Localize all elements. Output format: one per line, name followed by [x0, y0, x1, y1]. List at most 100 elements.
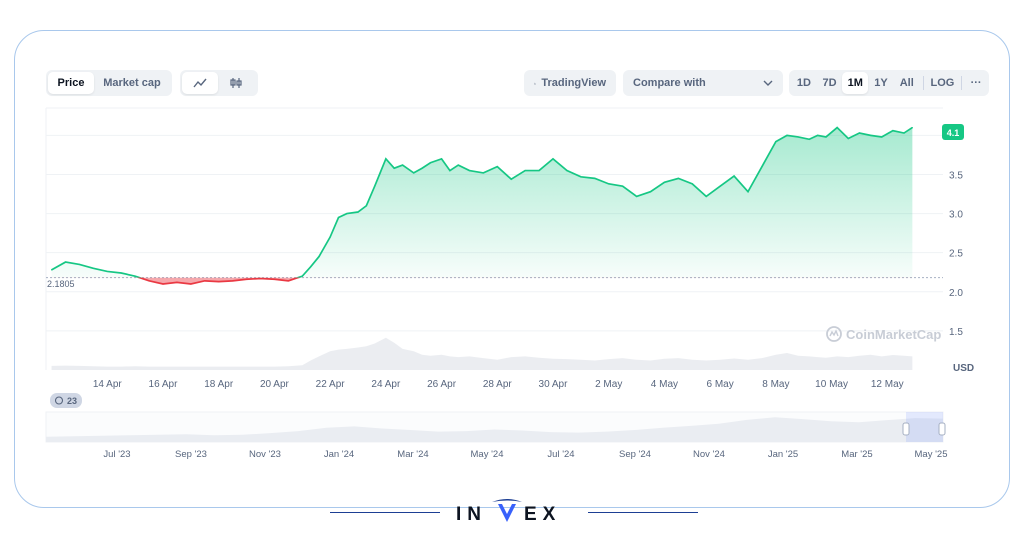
brand-divider-right	[588, 512, 698, 513]
price-point	[449, 169, 451, 172]
tradingview-label: TradingView	[541, 77, 606, 89]
price-point	[649, 191, 652, 193]
navigator-tick-label: Jul '23	[103, 449, 130, 460]
price-point	[176, 281, 178, 284]
range-7d[interactable]: 7D	[822, 77, 837, 89]
price-point	[318, 255, 320, 258]
range-1y[interactable]: 1Y	[874, 77, 888, 89]
y-tick-label: 3.5	[949, 170, 963, 181]
navigator-tick-label: May '24	[471, 449, 504, 460]
y-tick-label: 2.5	[949, 249, 963, 260]
price-point	[775, 141, 777, 143]
price-point	[881, 136, 883, 138]
range-1d[interactable]: 1D	[796, 77, 811, 89]
price-point	[429, 162, 432, 164]
price-point	[580, 176, 582, 178]
price-point	[677, 177, 679, 179]
candlestick-icon[interactable]	[218, 72, 254, 94]
price-point	[413, 172, 415, 174]
navigator: Jul '23 Sep '23 Nov '23 Jan '24 Mar '24 May '…	[45, 411, 947, 460]
navigator-tick-label: Jan '25	[768, 449, 798, 460]
baseline-value-label: 2.1805	[47, 279, 75, 289]
price-point	[440, 158, 443, 160]
x-axis: 14 Apr 16 Apr 18 Apr 20 Apr 22 Apr 24 Apr 26 A…	[93, 379, 904, 390]
price-point	[301, 275, 303, 277]
compare-with-dropdown[interactable]: Compare with	[623, 70, 783, 96]
price-point	[337, 216, 340, 219]
range-1m[interactable]: 1M	[842, 72, 869, 94]
navigator-selection	[906, 412, 943, 442]
price-point	[496, 166, 498, 168]
price-point	[836, 126, 838, 129]
more-options-button[interactable]: ···	[970, 77, 982, 89]
navigator-handle-left	[902, 422, 910, 436]
navigator-badge-label: 23	[67, 396, 77, 406]
price-point	[50, 269, 53, 271]
x-tick-label: 24 Apr	[371, 379, 401, 390]
price-point	[622, 185, 624, 187]
x-tick-label: 4 May	[651, 379, 678, 390]
chart-toolbar: Price Market cap TradingView Compare wit…	[46, 70, 989, 96]
chart-type-toggle	[180, 70, 258, 96]
price-point	[162, 283, 164, 285]
price-point	[705, 195, 707, 197]
price-point	[120, 272, 122, 274]
tradingview-button[interactable]: TradingView	[524, 70, 616, 96]
price-marketcap-toggle: Price Market cap	[46, 70, 172, 96]
price-point	[594, 177, 596, 179]
price-point	[421, 167, 423, 169]
x-tick-label: 26 Apr	[427, 379, 457, 390]
price-point	[552, 158, 554, 160]
time-range-selector: 1D 7D 1M 1Y All LOG ···	[789, 70, 989, 96]
price-area	[51, 127, 913, 284]
x-tick-label: 12 May	[871, 379, 904, 390]
price-point	[858, 132, 861, 134]
tab-market-cap[interactable]: Market cap	[103, 77, 161, 89]
price-point	[401, 164, 404, 166]
price-point	[538, 169, 540, 172]
x-tick-label: 28 Apr	[483, 379, 513, 390]
range-all[interactable]: All	[899, 77, 914, 89]
log-scale-toggle[interactable]: LOG	[930, 77, 955, 89]
navigator-tick-label: Sep '24	[619, 449, 651, 460]
line-chart-icon[interactable]	[182, 72, 218, 94]
price-point	[245, 278, 248, 280]
price-point	[786, 134, 788, 136]
price-point	[847, 137, 849, 140]
x-tick-label: 8 May	[762, 379, 789, 390]
navigator-tick-label: Jul '24	[547, 449, 574, 460]
price-point	[817, 134, 819, 136]
tradingview-icon	[534, 82, 537, 84]
navigator-tick-label: Mar '25	[841, 449, 872, 460]
price-point	[719, 185, 721, 187]
chevron-down-icon	[763, 80, 773, 86]
price-point	[911, 126, 913, 129]
navigator-badge[interactable]: 23	[50, 393, 82, 408]
price-point	[357, 211, 359, 213]
logo-text-right: EX	[524, 504, 561, 525]
x-tick-label: 14 Apr	[93, 379, 123, 390]
price-point	[733, 175, 735, 177]
volume-bars	[51, 337, 913, 370]
currency-label: USD	[953, 363, 974, 374]
price-point	[273, 278, 276, 280]
invex-logo: IN EX	[456, 499, 561, 525]
price-point	[482, 172, 484, 174]
price-point	[510, 178, 512, 180]
price-point	[134, 275, 136, 277]
price-point	[608, 183, 610, 185]
brand-divider-left	[330, 512, 440, 513]
price-point	[385, 158, 387, 160]
x-tick-label: 6 May	[707, 379, 734, 390]
coinmarketcap-logo-icon	[826, 326, 842, 342]
logo-arc-icon	[492, 499, 522, 502]
price-point	[190, 283, 192, 285]
price-line-up	[51, 126, 913, 278]
price-area-up	[51, 127, 913, 278]
price-point	[892, 130, 894, 132]
price-point	[310, 266, 312, 268]
tab-price[interactable]: Price	[48, 72, 94, 94]
price-point	[374, 185, 376, 187]
y-axis: 1.52.02.53.03.54.0	[949, 131, 963, 338]
